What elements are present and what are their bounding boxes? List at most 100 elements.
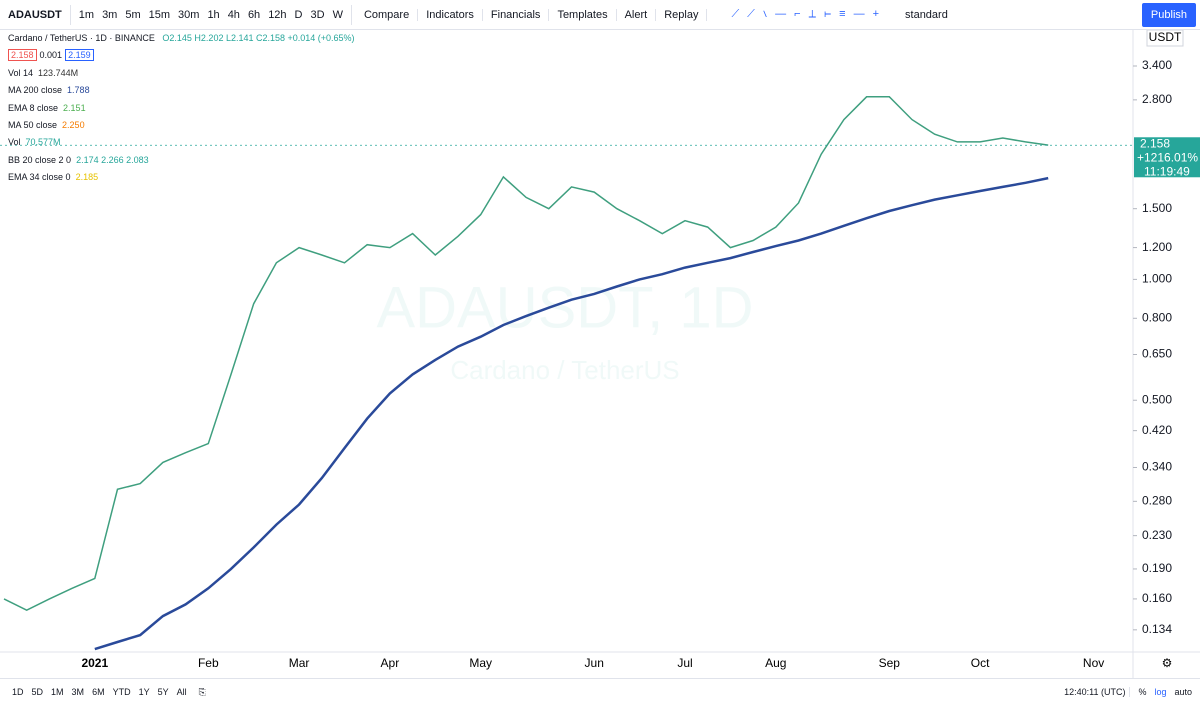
interval[interactable]: 5m [125, 8, 141, 21]
separator [350, 4, 352, 25]
x-tick-label: 2021 [81, 656, 108, 670]
range-button[interactable]: All [176, 687, 187, 697]
indicator-name: EMA 34 close 0 [8, 172, 71, 183]
indicator-value: 70.577M [25, 137, 61, 148]
interval[interactable]: 3m [102, 8, 118, 21]
bottom-bar: 1D 5D 1M 3M 6M YTD 1Y 5Y All ⎘ 12:40:11 (UTC) % l… [0, 678, 1200, 705]
x-tick-label: Nov [1083, 656, 1104, 670]
legend: Cardano / TetherUS · 1D · BINANCE O2.145… [8, 30, 355, 187]
legend-title-row: Cardano / TetherUS · 1D · BINANCE O2.145… [8, 30, 355, 47]
date-range-icon[interactable]: ⎘ [198, 686, 206, 697]
x-tick-label: May [469, 656, 492, 670]
indicator-row: EMA 8 close 2.151 [8, 100, 355, 117]
x-tick-label: Apr [381, 656, 400, 670]
range-button[interactable]: 5D [31, 687, 44, 697]
x-tick-label: Mar [289, 656, 310, 670]
y-tick-label: 0.650 [1142, 347, 1172, 361]
indicator-row: BB 20 close 2 0 2.174 2.266 2.083 [8, 152, 355, 169]
y-tick-label: 2.800 [1142, 92, 1172, 106]
toolbar-button[interactable]: Compare [356, 8, 419, 21]
y-tick-label: 0.230 [1142, 528, 1172, 542]
publish-button[interactable]: Publish [1141, 2, 1196, 27]
indicator-name: MA 200 close [8, 85, 63, 96]
interval[interactable]: 4h [227, 8, 240, 21]
indicator-name: Vol [8, 137, 21, 148]
interval[interactable]: 15m [148, 8, 171, 21]
indicator-value: 1.788 [67, 85, 90, 96]
y-tick-label: 0.190 [1142, 561, 1172, 575]
indicator-name: Vol 14 [8, 67, 34, 78]
indicator-value: 2.185 [75, 172, 99, 183]
toggle[interactable]: log [1154, 687, 1167, 697]
toolbar-button[interactable]: Replay [656, 8, 708, 21]
indicator-value: 123.744M [38, 67, 79, 78]
change: +1216.01% [1137, 150, 1198, 164]
range-button[interactable]: 1M [51, 687, 64, 697]
drawing-tools[interactable]: ⟋⟋∖—⌐⊥⊢≡—+ [731, 8, 888, 20]
indicator-row: Vol 70.577M [8, 134, 355, 151]
interval[interactable]: 12h [268, 8, 287, 21]
layout[interactable]: standard [905, 8, 948, 21]
toolbar-button[interactable]: Financials [483, 8, 550, 21]
interval[interactable]: D [294, 8, 303, 21]
indicator-value: 2.151 [63, 102, 86, 113]
legend-title: Cardano / TetherUS · 1D · BINANCE [8, 33, 155, 43]
toolbar: ADAUSDT 1m 3m 5m 15m 30m 1h 4h 6h 12h D 3D W Compar… [0, 0, 1200, 30]
indicator-list: Vol 14 123.744M MA 200 close 1.788 EMA 8 c… [8, 65, 355, 187]
x-tick-label: Jul [677, 656, 692, 670]
range-button[interactable]: 1Y [138, 687, 150, 697]
toggle[interactable]: auto [1174, 687, 1192, 697]
x-tick-label: Aug [765, 656, 786, 670]
last-price-box [1134, 137, 1200, 178]
currency: USDT [1149, 30, 1182, 44]
series-line [3, 96, 1049, 612]
y-tick-label: 3.400 [1142, 58, 1172, 72]
indicator-name: BB 20 close 2 0 [8, 154, 72, 165]
clock: 12:40:11 (UTC) [1060, 687, 1131, 697]
indicator-value: 2.174 2.266 2.083 [76, 154, 149, 165]
buttons: Compare Indicators Financials Templates Aler… [356, 8, 708, 21]
indicator-name: MA 50 close [8, 120, 58, 131]
interval[interactable]: 1h [207, 8, 220, 21]
y-tick-label: 1.000 [1142, 272, 1172, 286]
y-tick-label: 0.420 [1142, 423, 1172, 437]
ohlc: O2.145 H2.202 L2.141 C2.158 +0.014 (+0.6… [162, 33, 355, 43]
currency-box [1146, 29, 1184, 47]
range-button[interactable]: 5Y [157, 687, 169, 697]
interval[interactable]: W [332, 8, 343, 21]
settings-icon[interactable]: ⚙ [1162, 656, 1173, 670]
range-button[interactable]: YTD [112, 687, 131, 697]
toolbar-button[interactable]: Alert [617, 8, 657, 21]
indicator-row: MA 200 close 1.788 [8, 82, 355, 99]
y-tick-label: 0.340 [1142, 460, 1172, 474]
watermark-symbol: ADAUSDT, 1D [376, 275, 753, 340]
indicator-row: EMA 34 close 0 2.185 [8, 169, 355, 186]
toggles: % log auto [1130, 687, 1200, 697]
symbol[interactable]: ADAUSDT [8, 8, 62, 21]
interval[interactable]: 6h [247, 8, 261, 21]
interval[interactable]: 3D [310, 8, 325, 21]
y-tick-label: 0.800 [1142, 310, 1172, 324]
range-button[interactable]: 1D [12, 687, 24, 697]
range-button[interactable]: 6M [92, 687, 105, 697]
x-tick-label: Oct [971, 656, 990, 670]
countdown: 11:19:49 [1144, 164, 1190, 178]
x-tick-label: Jun [585, 656, 604, 670]
x-tick-label: Feb [198, 656, 219, 670]
series-line [94, 176, 1049, 651]
interval[interactable]: 1m [78, 8, 95, 21]
toolbar-button[interactable]: Indicators [418, 8, 483, 21]
toolbar-button[interactable]: Templates [549, 8, 617, 21]
range-button[interactable]: 3M [71, 687, 85, 697]
y-tick-label: 1.200 [1142, 240, 1172, 254]
indicator-value: 2.250 [62, 120, 85, 131]
ranges: 1D 5D 1M 3M 6M YTD 1Y 5Y All [0, 687, 195, 697]
separator [69, 4, 71, 25]
interval[interactable]: 30m [178, 8, 200, 21]
y-tick-label: 1.500 [1142, 201, 1172, 215]
x-tick-label: Sep [879, 656, 901, 670]
toggle[interactable]: % [1138, 687, 1147, 697]
quote-row: 2.158 0.001 2.159 [8, 47, 355, 64]
